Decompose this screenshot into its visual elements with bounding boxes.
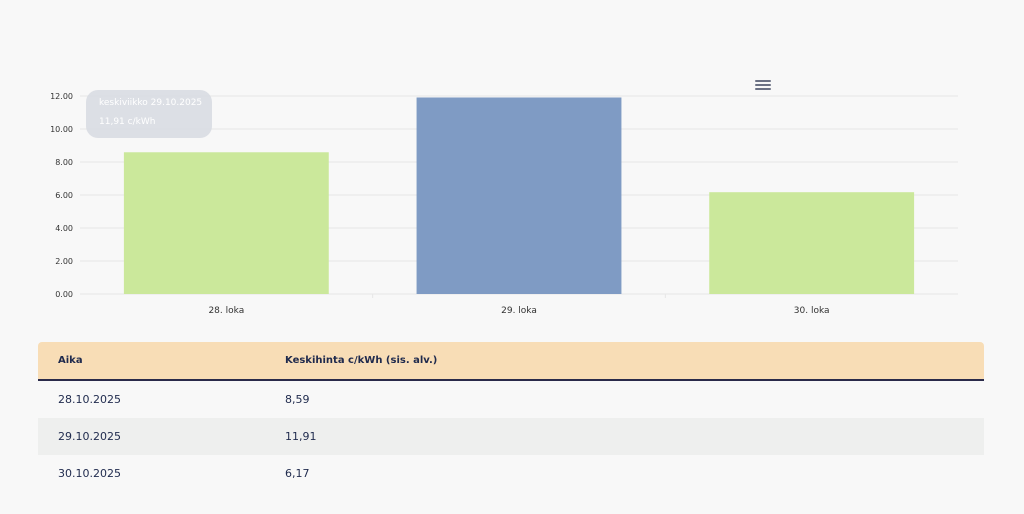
y-tick-label: 2.00 xyxy=(55,257,73,266)
row-date: 29.10.2025 xyxy=(38,418,265,455)
y-tick-label: 4.00 xyxy=(55,224,73,233)
table-row: 28.10.2025 8,59 xyxy=(38,380,984,418)
bar xyxy=(123,152,329,294)
x-tick-label: 30. loka xyxy=(794,306,830,316)
row-price: 11,91 xyxy=(265,418,984,455)
y-tick-label: 12.00 xyxy=(50,92,73,101)
table-row: 29.10.2025 11,91 xyxy=(38,418,984,455)
tooltip-value: 11,91 c/kWh xyxy=(99,117,156,127)
table-row: 30.10.2025 6,17 xyxy=(38,455,984,492)
table-header-row: Aika Keskihinta c/kWh (sis. alv.) xyxy=(38,342,984,381)
bar xyxy=(709,192,915,294)
price-table: Aika Keskihinta c/kWh (sis. alv.) 28.10.… xyxy=(38,342,984,492)
x-tick-label: 29. loka xyxy=(501,306,537,316)
row-price: 6,17 xyxy=(285,467,310,480)
column-header-time: Aika xyxy=(38,342,265,381)
tooltip-date: keskiviikko 29.10.2025 xyxy=(99,98,203,108)
row-date: 28.10.2025 xyxy=(58,393,121,406)
hamburger-menu-icon xyxy=(755,80,771,82)
bar xyxy=(416,97,622,294)
chart-menu-button[interactable] xyxy=(752,75,774,93)
y-tick-label: 0.00 xyxy=(55,290,73,299)
chart-tooltip: keskiviikko 29.10.2025 11,91 c/kWh xyxy=(86,90,212,138)
y-tick-label: 8.00 xyxy=(55,158,73,167)
price-chart: 0.00 2.00 4.00 6.00 8.00 10.00 12.00 28. loka 29… xyxy=(50,92,958,316)
y-tick-label: 10.00 xyxy=(50,125,73,134)
row-price: 8,59 xyxy=(285,393,310,406)
row-date: 30.10.2025 xyxy=(58,467,121,480)
y-tick-label: 6.00 xyxy=(55,191,73,200)
x-tick-label: 28. loka xyxy=(208,306,244,316)
column-header-price: Keskihinta c/kWh (sis. alv.) xyxy=(265,342,984,381)
